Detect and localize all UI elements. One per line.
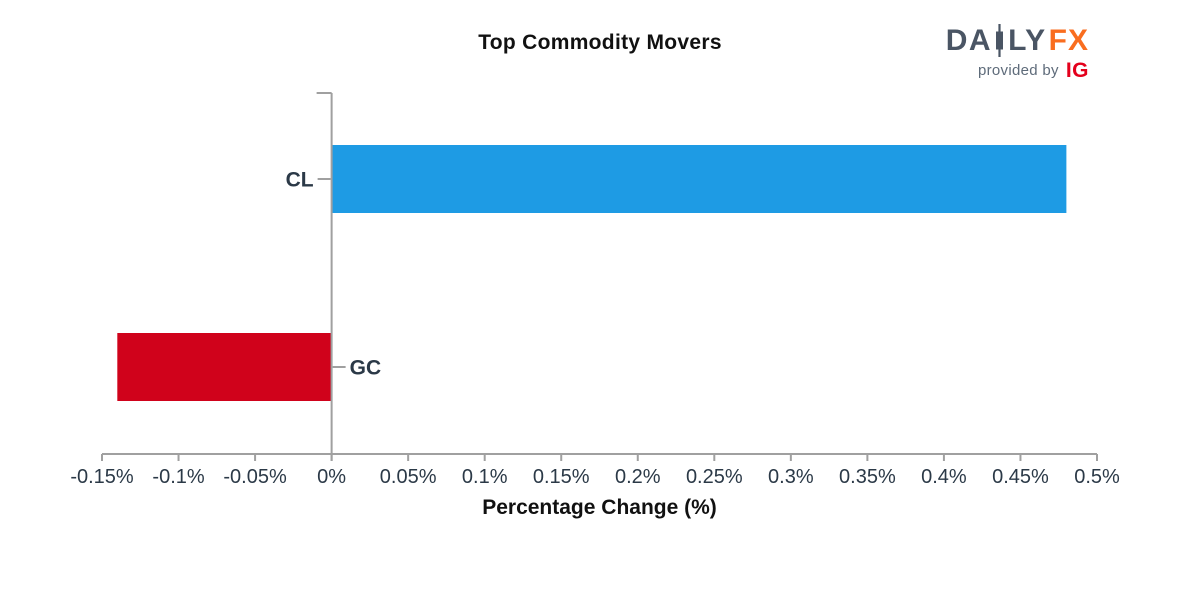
category-label-GC: GC [350, 357, 382, 380]
category-label-CL: CL [286, 169, 314, 192]
dailyfx-logo: DA LY FX provided by IG [946, 24, 1089, 81]
logo-text-ly: LY [1008, 23, 1047, 57]
ig-logo: IG [1065, 59, 1089, 82]
x-tick-label: -0.1% [152, 466, 204, 488]
x-tick-label: 0.5% [1074, 466, 1120, 488]
logo-text-fx: FX [1048, 23, 1089, 57]
x-tick-label: 0.35% [839, 466, 896, 488]
bar-GC [117, 333, 332, 401]
provided-by-line: provided by IG [946, 60, 1089, 81]
x-tick-label: 0.3% [768, 466, 814, 488]
x-tick-label: 0.45% [992, 466, 1049, 488]
x-tick-label: 0% [317, 466, 346, 488]
x-tick-label: 0.15% [533, 466, 590, 488]
x-tick-label: -0.15% [70, 466, 134, 488]
logo-text-da: DA [945, 23, 993, 57]
candlestick-icon [996, 24, 1004, 57]
x-axis-title: Percentage Change (%) [482, 496, 717, 519]
chart-title: Top Commodity Movers [478, 31, 722, 54]
dailyfx-wordmark: DA LY FX [946, 24, 1089, 57]
bar-CL [331, 145, 1067, 213]
x-tick-label: 0.4% [921, 466, 967, 488]
x-tick-label: 0.05% [380, 466, 437, 488]
provided-by-text: provided by [977, 62, 1059, 79]
x-tick-label: -0.05% [223, 466, 287, 488]
x-tick-label: 0.25% [686, 466, 743, 488]
x-tick-label: 0.1% [462, 466, 508, 488]
x-tick-label: 0.2% [615, 466, 661, 488]
